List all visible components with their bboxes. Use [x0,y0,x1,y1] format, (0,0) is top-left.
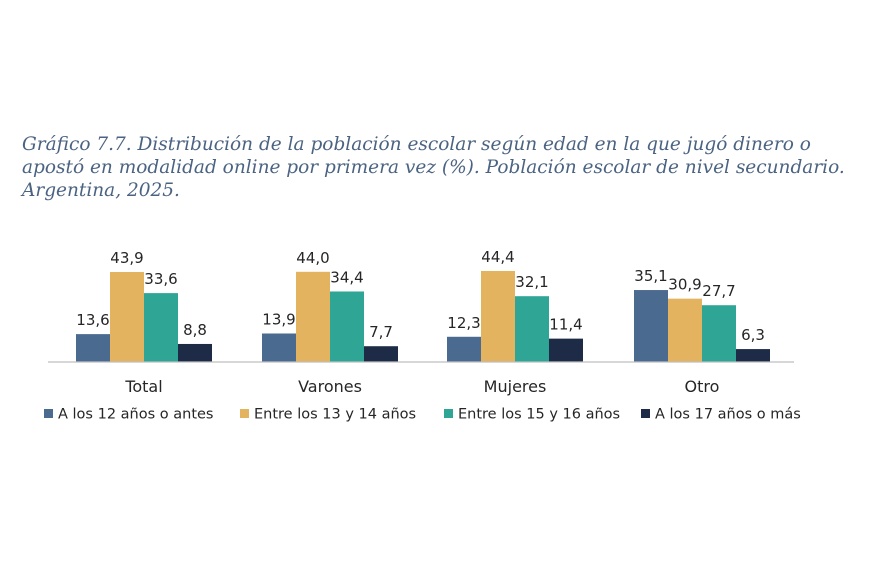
legend-swatch-2 [240,409,249,418]
value-label: 11,4 [549,316,582,334]
chart-title: Gráfico 7.7. Distribución de la població… [22,134,845,201]
bar-mujeres-series-3 [515,296,549,362]
legend-label-2: Entre los 13 y 14 años [254,407,416,423]
legend-swatch-3 [444,409,453,418]
value-label: 32,1 [515,273,548,291]
value-label: 13,6 [76,311,109,329]
bar-varones-series-4 [364,346,398,362]
value-label: 12,3 [447,314,480,332]
value-label: 8,8 [183,321,207,339]
legend-label-3: Entre los 15 y 16 años [458,407,620,423]
bars-layer [76,270,770,362]
bar-varones-series-3 [330,291,364,362]
legend-label-1: A los 12 años o antes [58,407,213,423]
value-label: 6,3 [741,326,765,344]
category-label-total: Total [124,377,162,396]
value-label: 43,9 [110,249,143,267]
bar-otro-series-4 [736,349,770,362]
legend-swatch-4 [641,409,650,418]
value-label: 33,6 [144,270,177,288]
bar-varones-series-2 [296,271,330,362]
bar-total-series-4 [178,343,212,362]
category-label-otro: Otro [685,377,720,396]
bar-varones-series-1 [262,333,296,362]
bar-otro-series-3 [702,305,736,362]
bar-otro-series-2 [668,298,702,362]
legend: A los 12 años o antes Entre los 13 y 14 a… [44,407,801,423]
bar-mujeres-series-1 [447,336,481,362]
bar-total-series-3 [144,293,178,362]
bar-total-series-2 [110,272,144,362]
value-labels-layer: 13,6 43,933,6 8,8 13,9 44,034,4 7,7 12,3 44,432… [76,248,765,344]
legend-label-4: A los 17 años o más [655,407,801,423]
bar-otro-series-1 [634,290,668,362]
bar-total-series-1 [76,334,110,362]
value-label: 44,0 [296,249,329,267]
value-label: 30,9 [668,276,701,294]
category-labels-layer: Total Varones Mujeres Otro [124,377,719,396]
value-label: 35,1 [634,267,667,285]
value-label: 27,7 [702,282,735,300]
value-label: 34,4 [330,268,363,286]
bar-mujeres-series-4 [549,338,583,362]
value-label: 7,7 [369,323,393,341]
category-label-varones: Varones [298,377,362,396]
value-label: 13,9 [262,311,295,329]
legend-swatch-1 [44,409,53,418]
category-label-mujeres: Mujeres [484,377,547,396]
value-label: 44,4 [481,248,514,266]
bar-mujeres-series-2 [481,270,515,362]
